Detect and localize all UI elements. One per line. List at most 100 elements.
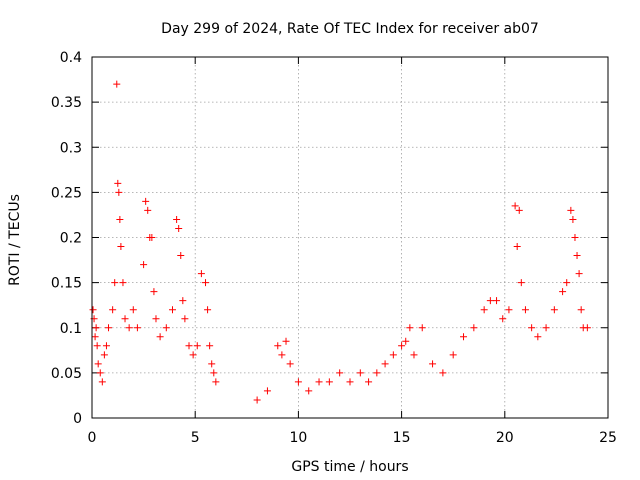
data-point: [575, 270, 583, 278]
data-point: [111, 279, 119, 287]
data-point: [140, 261, 148, 269]
data-point: [429, 360, 437, 368]
data-point: [274, 342, 282, 350]
data-point: [515, 206, 523, 214]
data-point: [129, 306, 137, 314]
data-point: [162, 324, 170, 332]
data-point: [96, 369, 104, 377]
data-point: [406, 324, 414, 332]
data-point: [511, 202, 519, 210]
data-point: [480, 306, 488, 314]
data-point: [253, 396, 261, 404]
data-point: [168, 306, 176, 314]
data-point: [150, 288, 158, 296]
data-point: [121, 315, 129, 323]
data-point: [305, 387, 313, 395]
data-point: [294, 378, 302, 386]
data-point: [534, 333, 542, 341]
data-point: [517, 279, 525, 287]
data-point: [521, 306, 529, 314]
data-point: [449, 351, 457, 359]
data-point: [505, 306, 513, 314]
data-point: [439, 369, 447, 377]
data-point: [263, 387, 271, 395]
data-point: [208, 360, 216, 368]
data-point: [278, 351, 286, 359]
x-tick-label: 15: [393, 430, 411, 446]
plot-frame: [91, 56, 609, 419]
data-point: [470, 324, 478, 332]
y-axis-label: ROTI / TECUs: [7, 194, 23, 286]
data-point: [571, 234, 579, 241]
data-point: [193, 342, 201, 350]
x-tick-label: 0: [88, 430, 97, 446]
data-point: [346, 378, 354, 386]
data-point: [206, 342, 214, 350]
data-point: [119, 279, 127, 287]
y-tick-label: 0.35: [51, 95, 82, 111]
y-tick-label: 0.2: [60, 231, 82, 247]
data-point: [282, 337, 290, 345]
data-point: [116, 215, 124, 223]
data-point: [89, 306, 97, 314]
data-point: [583, 324, 591, 332]
data-point: [365, 378, 373, 386]
data-point: [173, 215, 181, 223]
data-point: [493, 297, 501, 305]
data-point: [569, 215, 577, 223]
data-point: [179, 297, 187, 305]
axis-ticks: 0 0.05 0.1 0.15 0.2 0.25 0.3 0.35 0.4 0 5 10 15 20 25: [51, 50, 617, 446]
data-point: [402, 337, 410, 345]
data-point: [113, 80, 121, 88]
data-point: [175, 224, 183, 232]
data-point: [336, 369, 344, 377]
data-point: [528, 324, 536, 332]
data-point: [418, 324, 426, 332]
data-point: [92, 324, 100, 332]
data-point: [210, 369, 218, 377]
data-point: [142, 197, 150, 205]
x-tick-label: 25: [599, 430, 617, 446]
data-point: [197, 270, 205, 278]
data-points: [89, 80, 591, 404]
data-point: [152, 315, 160, 323]
data-point: [559, 288, 567, 296]
data-point: [189, 351, 197, 359]
data-point: [356, 369, 364, 377]
data-point: [94, 360, 102, 368]
data-point: [212, 378, 220, 386]
x-tick-label: 5: [191, 430, 200, 446]
data-point: [125, 324, 133, 332]
data-point: [204, 306, 212, 314]
data-point: [563, 279, 571, 287]
data-point: [550, 306, 558, 314]
x-tick-label: 10: [289, 430, 307, 446]
data-point: [410, 351, 418, 359]
data-point: [144, 206, 152, 214]
data-point: [93, 342, 101, 350]
data-point: [460, 333, 468, 341]
data-point: [105, 324, 113, 332]
data-point: [109, 306, 117, 314]
data-point: [325, 378, 333, 386]
data-point: [499, 315, 507, 323]
data-point: [117, 243, 125, 251]
data-point: [389, 351, 397, 359]
y-tick-label: 0.4: [60, 50, 82, 66]
data-point: [202, 279, 210, 287]
data-point: [577, 306, 585, 314]
data-point: [286, 360, 294, 368]
x-tick-label: 20: [496, 430, 514, 446]
x-axis-label: GPS time / hours: [291, 459, 408, 475]
data-point: [177, 252, 185, 260]
data-point: [98, 378, 106, 386]
data-point: [315, 378, 323, 386]
data-point: [102, 342, 110, 350]
data-point: [542, 324, 550, 332]
y-tick-label: 0.05: [51, 366, 82, 382]
data-point: [91, 333, 99, 341]
data-point: [114, 179, 122, 187]
data-point: [398, 342, 406, 350]
data-point: [100, 351, 108, 359]
y-tick-label: 0.3: [60, 140, 82, 156]
